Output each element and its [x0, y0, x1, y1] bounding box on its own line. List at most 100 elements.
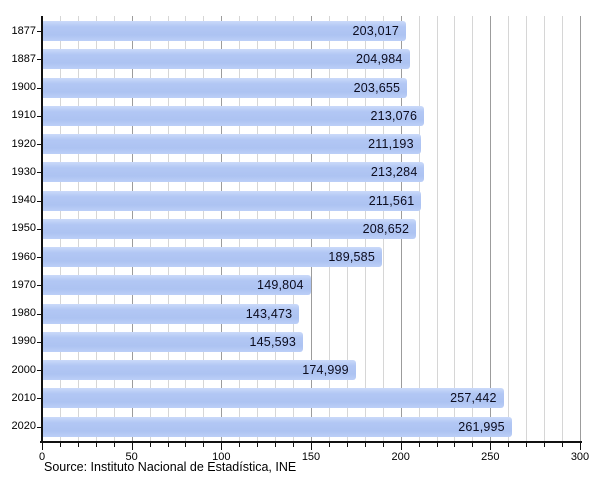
- x-axis-tick-minor: [382, 443, 384, 447]
- bar-value-label: 261,995: [458, 419, 505, 434]
- x-axis-tick-minor: [418, 443, 420, 447]
- x-tick-label: 50: [125, 451, 138, 463]
- x-axis-tick-minor: [59, 443, 61, 447]
- x-axis-tick-minor: [454, 443, 456, 447]
- bar-value-label: 257,442: [450, 391, 497, 406]
- bar-value-label: 203,655: [353, 80, 401, 95]
- gridline-minor: [418, 16, 420, 442]
- y-axis-tick: [37, 31, 41, 32]
- gridline-minor: [472, 16, 474, 442]
- gridline-minor: [508, 16, 510, 442]
- y-tick-label: 1970: [11, 278, 36, 291]
- y-axis-line: [41, 16, 43, 442]
- y-tick-label: 1950: [11, 222, 36, 235]
- y-tick-label: 1980: [11, 307, 36, 320]
- bar-value-label: 174,999: [302, 363, 349, 378]
- x-axis-line: [40, 441, 582, 443]
- bar-1930: 213,284: [42, 162, 425, 183]
- x-axis-tick-major: [311, 443, 312, 450]
- y-axis-tick: [37, 228, 41, 230]
- x-axis-tick-minor: [77, 443, 79, 447]
- x-axis-tick-minor: [203, 443, 205, 447]
- x-axis-tick-major: [400, 443, 402, 450]
- x-axis-tick-major: [42, 443, 43, 450]
- bar-value-label: 203,017: [352, 24, 400, 38]
- x-axis-tick-minor: [472, 443, 474, 447]
- x-axis-tick-minor: [239, 443, 241, 447]
- gridline-major: [490, 16, 492, 442]
- gridline-minor: [562, 16, 564, 442]
- y-axis-tick: [37, 398, 41, 400]
- y-axis-tick: [37, 341, 41, 343]
- x-axis-tick-minor: [544, 443, 546, 447]
- y-axis-tick: [37, 257, 41, 259]
- bar-1877: 203,017: [42, 21, 407, 41]
- x-axis-tick-major: [131, 443, 133, 450]
- bar-1887: 204,984: [42, 49, 410, 70]
- x-tick-label: 200: [391, 451, 410, 463]
- source-caption: Source: Instituto Nacional de Estadístic…: [44, 460, 297, 474]
- y-tick-label: 1940: [11, 194, 36, 207]
- x-axis-tick-major: [580, 443, 581, 450]
- x-tick-label: 100: [212, 451, 231, 463]
- y-axis-tick: [37, 115, 41, 117]
- x-tick-label: 150: [301, 451, 321, 463]
- bar-value-label: 189,585: [328, 250, 375, 265]
- y-tick-label: 1930: [11, 165, 36, 178]
- y-tick-label: 1877: [11, 24, 36, 37]
- x-tick-label: 300: [570, 451, 590, 463]
- bar-1910: 213,076: [42, 105, 425, 126]
- y-axis-tick: [37, 370, 41, 372]
- y-axis-tick: [37, 59, 41, 61]
- x-axis-tick-minor: [562, 443, 564, 447]
- y-axis-tick: [37, 426, 41, 428]
- x-axis-tick-minor: [364, 443, 366, 447]
- bar-2010: 257,442: [42, 388, 504, 409]
- bar-value-label: 211,561: [368, 193, 415, 208]
- bar-2000: 174,999: [42, 360, 356, 381]
- bar-1920: 211,193: [42, 134, 421, 155]
- bar-2020: 261,995: [42, 416, 512, 437]
- y-axis-tick: [37, 313, 41, 315]
- x-axis-tick-minor: [436, 443, 438, 447]
- x-axis-tick-minor: [149, 443, 151, 447]
- gridline-major: [580, 16, 581, 442]
- bar-1950: 208,652: [42, 218, 417, 239]
- x-tick-label: 250: [481, 451, 500, 463]
- x-axis-tick-minor: [167, 443, 169, 447]
- y-axis-tick: [37, 285, 41, 287]
- x-axis-tick-minor: [293, 443, 295, 447]
- x-axis-tick-minor: [257, 443, 259, 447]
- gridline-minor: [544, 16, 546, 442]
- y-tick-label: 1990: [11, 335, 36, 348]
- x-axis-tick-minor: [95, 443, 97, 447]
- y-tick-label: 2000: [11, 363, 36, 376]
- y-tick-label: 1960: [11, 250, 36, 263]
- x-tick-label: 0: [38, 451, 46, 463]
- gridline-minor: [436, 16, 438, 442]
- bar-value-label: 149,804: [257, 278, 304, 293]
- bar-value-label: 213,076: [370, 108, 418, 123]
- x-axis-tick-major: [221, 443, 223, 450]
- y-tick-label: 1887: [11, 52, 36, 65]
- x-axis-tick-minor: [508, 443, 510, 447]
- y-tick-label: 1920: [11, 137, 36, 150]
- bar-value-label: 208,652: [362, 221, 410, 236]
- gridline-minor: [526, 16, 528, 442]
- bar-value-label: 143,473: [245, 306, 293, 321]
- bar-1960: 189,585: [42, 247, 382, 268]
- x-axis-tick-minor: [113, 443, 115, 447]
- y-axis-tick: [37, 144, 41, 146]
- y-axis-tick: [37, 200, 41, 202]
- y-axis-tick: [37, 87, 41, 89]
- bar-1980: 143,473: [42, 303, 300, 324]
- gridline-minor: [454, 16, 456, 442]
- bar-1900: 203,655: [42, 77, 408, 98]
- y-tick-label: 1910: [11, 109, 36, 122]
- x-axis-tick-minor: [275, 443, 277, 447]
- y-tick-label: 2020: [11, 420, 36, 433]
- bar-1970: 149,804: [42, 275, 311, 296]
- bar-value-label: 211,193: [368, 137, 414, 152]
- y-tick-label: 2010: [11, 391, 36, 404]
